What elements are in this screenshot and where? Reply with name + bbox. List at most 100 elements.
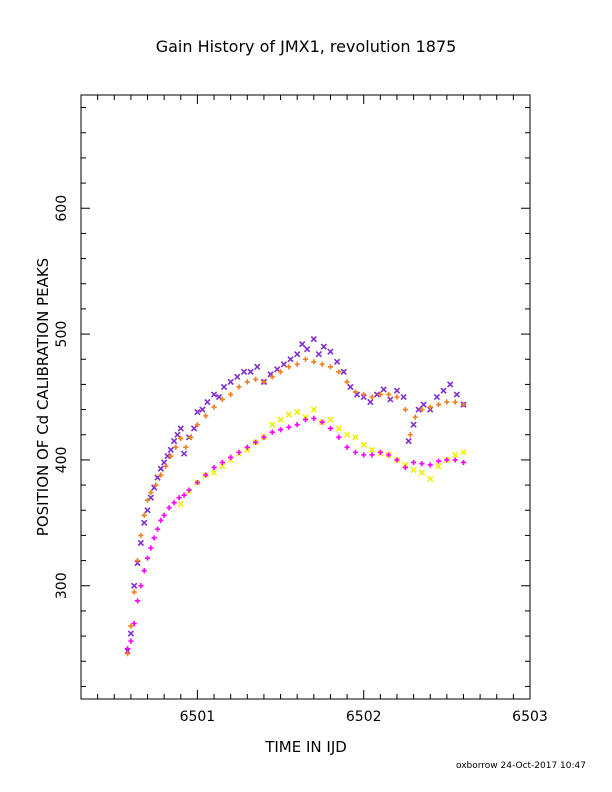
data-point [163, 463, 169, 469]
data-point [190, 425, 198, 432]
data-point [299, 340, 306, 348]
data-point [427, 475, 434, 482]
data-point [310, 335, 317, 343]
data-point [176, 495, 182, 501]
data-point [419, 406, 425, 413]
data-point [153, 482, 159, 488]
data-point [447, 381, 454, 388]
data-point [211, 404, 217, 410]
data-point [427, 404, 433, 410]
data-point [144, 497, 151, 503]
data-point [269, 374, 275, 380]
y-tick-label: 600 [54, 195, 70, 222]
data-point [171, 500, 177, 506]
data-point [168, 453, 174, 459]
data-point [144, 507, 151, 514]
data-point [219, 463, 226, 470]
data-point [141, 519, 148, 526]
data-point [134, 557, 141, 564]
data-point [236, 449, 242, 455]
data-point [167, 446, 174, 454]
series-1 [124, 335, 467, 655]
data-point [277, 369, 284, 375]
data-point [410, 466, 417, 474]
data-point [141, 512, 147, 518]
data-point [294, 422, 300, 428]
data-point [148, 490, 154, 496]
data-point [287, 356, 294, 363]
data-point [285, 411, 293, 418]
data-point [369, 394, 375, 400]
data-point [240, 368, 248, 375]
data-point [377, 449, 383, 455]
data-point [203, 413, 209, 419]
chart-title: Gain History of JMX1, revolution 1875 [156, 37, 457, 56]
data-point [138, 532, 144, 539]
data-point [302, 356, 309, 362]
data-point [320, 343, 327, 350]
data-point [400, 393, 407, 401]
data-point [418, 469, 426, 476]
data-point [352, 389, 358, 395]
data-point [183, 444, 189, 450]
series-2 [124, 356, 467, 657]
data-point [377, 391, 383, 398]
data-point [294, 351, 301, 358]
data-point [158, 472, 164, 478]
data-point [286, 364, 292, 370]
data-point [173, 444, 179, 450]
data-point [204, 398, 211, 406]
data-point [460, 449, 467, 456]
data-point [361, 452, 367, 458]
data-point [134, 598, 141, 604]
data-point [460, 459, 467, 466]
data-point [253, 376, 259, 382]
data-point [124, 651, 131, 657]
data-point [210, 391, 218, 398]
data-point [261, 434, 267, 440]
data-point [343, 431, 351, 438]
data-point [194, 408, 201, 416]
data-point [336, 369, 342, 375]
data-point [435, 401, 442, 408]
data-point [420, 401, 427, 408]
data-point [386, 452, 392, 458]
data-point [410, 459, 417, 466]
data-point [294, 408, 301, 416]
data-point [407, 432, 413, 438]
data-point [352, 434, 359, 441]
data-point [170, 437, 178, 445]
data-point [131, 582, 138, 589]
data-point [311, 415, 317, 421]
data-point [269, 421, 276, 428]
data-point [412, 414, 418, 420]
data-point [161, 512, 167, 518]
footer-credit: oxborrow 24-Oct-2017 10:47 [456, 761, 586, 771]
x-axis-label: TIME IN IJD [264, 738, 347, 756]
data-point [181, 492, 187, 498]
data-point [138, 583, 144, 589]
data-point [303, 346, 311, 353]
data-point [427, 462, 433, 468]
data-point [315, 351, 322, 358]
data-point [402, 406, 408, 413]
data-point [220, 383, 228, 391]
data-point [340, 368, 347, 375]
data-point [444, 399, 450, 405]
data-point [335, 425, 342, 432]
data-point [327, 364, 334, 370]
data-point [253, 439, 259, 445]
data-point [302, 417, 309, 423]
data-point [236, 384, 242, 390]
y-tick-label: 400 [54, 447, 70, 474]
data-point [174, 431, 181, 438]
data-point [347, 383, 354, 391]
data-point [144, 555, 151, 561]
data-point [141, 568, 147, 574]
data-point [131, 620, 137, 627]
data-point [352, 449, 358, 455]
data-point [211, 464, 217, 471]
data-point [269, 429, 275, 435]
data-point [180, 450, 188, 457]
